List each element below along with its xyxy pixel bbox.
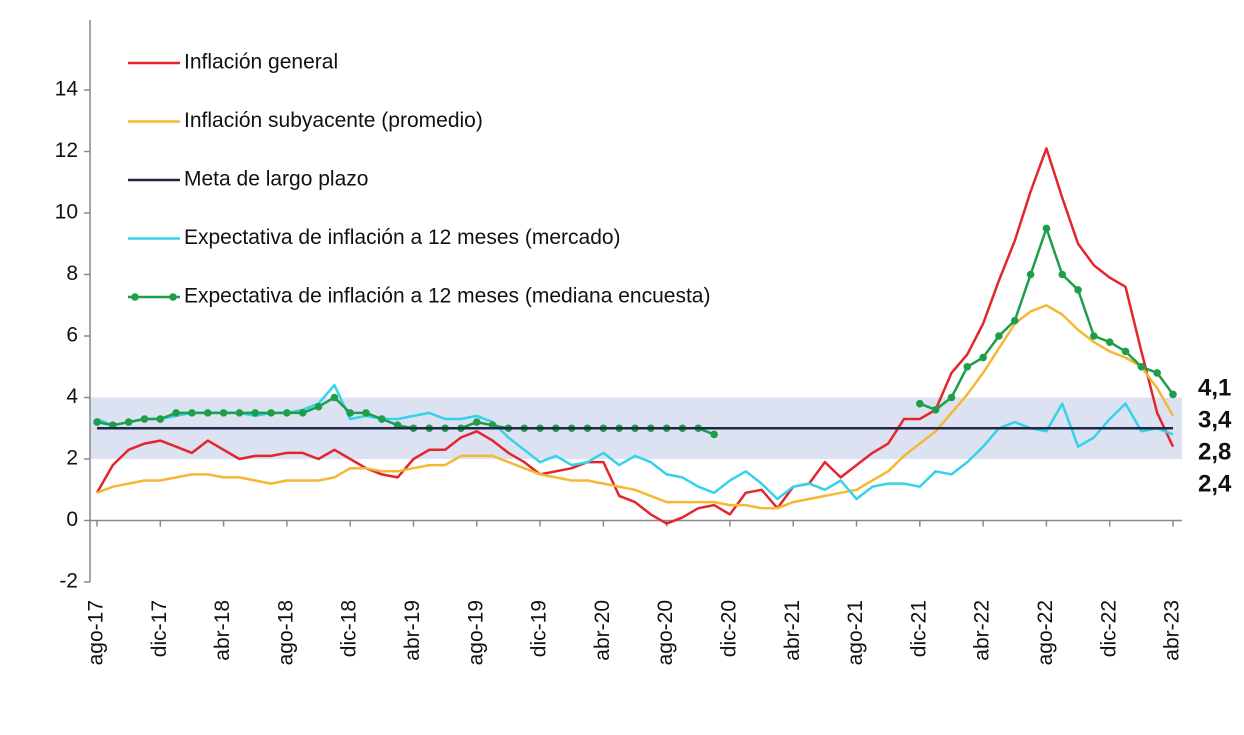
x-tick-label: ago-19: [464, 600, 487, 665]
legend-marker: [131, 293, 139, 301]
x-tick-label: dic-18: [338, 600, 361, 657]
series-marker: [314, 402, 323, 411]
end-value-label: 2,8: [1198, 438, 1231, 465]
series-line: [95, 147, 1175, 525]
x-tick-label: abr-18: [211, 600, 234, 661]
x-tick-label: dic-21: [907, 600, 930, 657]
series-marker: [219, 409, 228, 417]
y-tick-label: 4: [66, 385, 78, 408]
series-marker: [156, 415, 165, 423]
series-marker: [172, 409, 180, 417]
series-marker: [188, 409, 196, 417]
x-tick-label: ago-22: [1034, 600, 1057, 665]
x-tick-label: ago-17: [85, 600, 108, 665]
x-tick-label: dic-22: [1097, 600, 1120, 657]
series-marker: [1090, 332, 1098, 340]
end-value-label: 4,1: [1198, 374, 1231, 401]
series-marker: [1169, 390, 1177, 399]
series-marker: [298, 409, 307, 417]
series-marker: [995, 332, 1003, 340]
series-marker: [1074, 286, 1082, 294]
series-marker: [472, 418, 481, 426]
x-tick-label: dic-19: [528, 600, 551, 657]
series-marker: [1121, 347, 1130, 356]
y-tick-label: 8: [66, 262, 78, 285]
y-tick-label: 12: [55, 139, 78, 162]
series-marker: [1042, 224, 1051, 233]
y-tick-label: 6: [66, 324, 78, 347]
series-marker: [362, 409, 370, 417]
series-marker: [1153, 369, 1161, 377]
x-tick-label: abr-19: [401, 600, 424, 661]
series-marker: [330, 393, 339, 402]
end-value-label: 3,4: [1198, 406, 1232, 433]
y-tick-label: -2: [59, 570, 78, 593]
series-marker: [1058, 270, 1067, 279]
x-tick-label: abr-22: [971, 600, 994, 661]
series-marker: [251, 409, 260, 417]
series-line: [96, 304, 1175, 510]
series-marker: [267, 409, 275, 417]
x-tick-label: abr-20: [591, 600, 614, 661]
legend-marker: [169, 293, 177, 301]
y-tick-label: 2: [66, 447, 78, 470]
series-marker: [203, 409, 212, 417]
series-marker: [1026, 270, 1035, 279]
legend-label: Inflación general: [184, 51, 338, 74]
series-marker: [378, 415, 386, 423]
x-tick-label: dic-17: [148, 600, 171, 657]
series-marker: [947, 393, 956, 402]
series-marker: [124, 418, 133, 426]
y-tick-label: 10: [55, 201, 78, 224]
series-marker: [140, 415, 149, 423]
series-marker: [963, 362, 972, 371]
y-tick-label: 0: [66, 508, 78, 531]
series-marker: [283, 409, 291, 417]
legend-label: Expectativa de inflación a 12 meses (med…: [184, 285, 710, 308]
x-tick-label: dic-20: [717, 600, 740, 657]
end-value-label: 2,4: [1198, 470, 1232, 497]
x-tick-label: ago-18: [274, 600, 297, 665]
series-marker: [346, 409, 354, 417]
x-tick-label: ago-20: [654, 600, 677, 665]
x-tick-label: abr-21: [781, 600, 804, 661]
series-marker: [1137, 362, 1146, 371]
series-marker: [235, 409, 244, 417]
series-marker: [979, 353, 987, 362]
x-tick-label: abr-23: [1161, 600, 1184, 661]
series-marker: [916, 399, 924, 408]
legend-label: Expectativa de inflación a 12 meses (mer…: [184, 226, 621, 249]
series-marker: [710, 430, 718, 439]
series-marker: [93, 418, 101, 426]
y-tick-label: 14: [55, 78, 79, 101]
legend-label: Inflación subyacente (promedio): [184, 109, 483, 132]
series-marker: [1105, 338, 1114, 346]
legend-label: Meta de largo plazo: [184, 168, 368, 191]
series-marker: [1010, 316, 1019, 325]
series-marker: [931, 406, 940, 414]
x-tick-label: ago-21: [844, 600, 867, 665]
